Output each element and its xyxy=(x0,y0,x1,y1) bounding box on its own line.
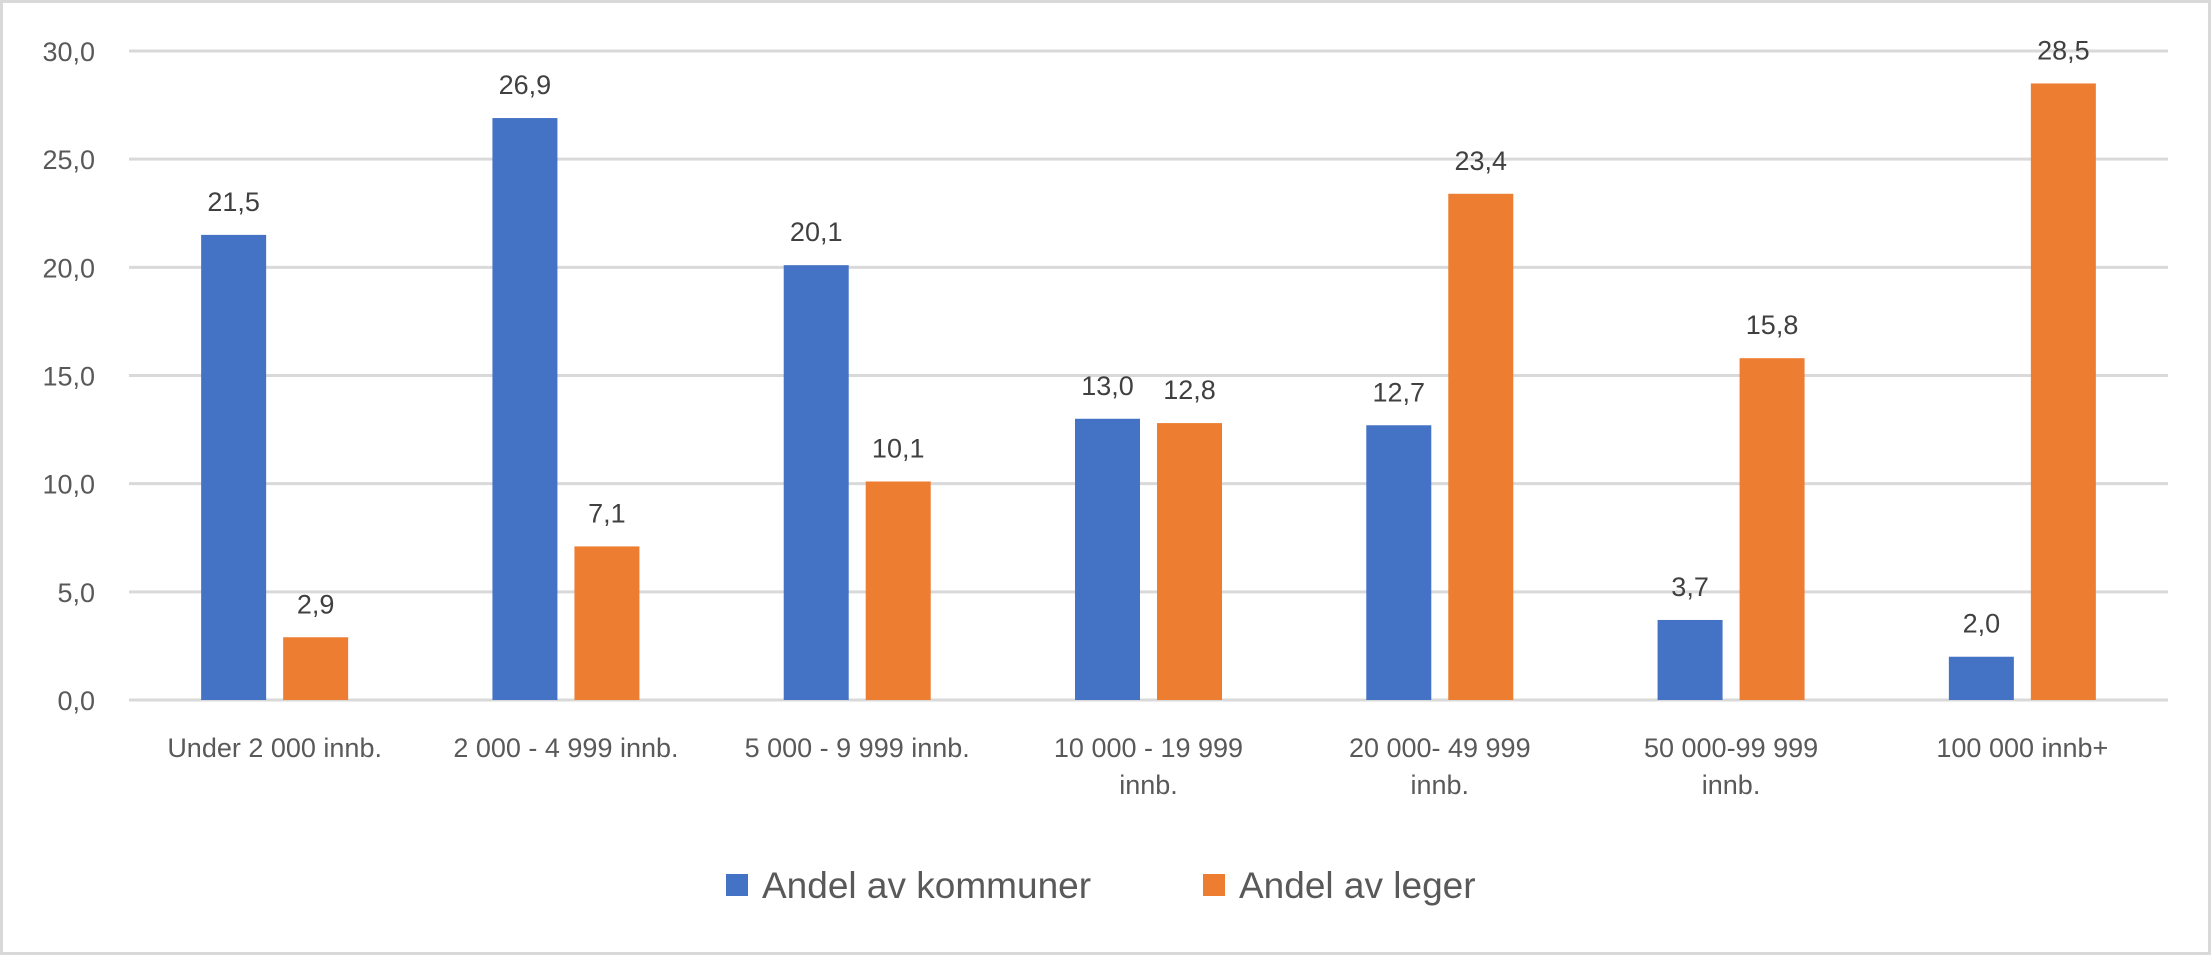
data-label: 10,1 xyxy=(872,434,925,464)
data-label: 15,8 xyxy=(1746,310,1799,340)
bar-kommuner xyxy=(492,118,558,700)
data-label: 2,0 xyxy=(1963,609,2001,639)
x-tick-label: 5 000 - 9 999 innb. xyxy=(745,733,970,763)
data-label: 28,5 xyxy=(2037,35,2090,65)
data-label: 12,8 xyxy=(1163,375,1216,405)
data-label: 12,7 xyxy=(1373,377,1426,407)
bar-kommuner xyxy=(1657,619,1723,700)
data-label: 20,1 xyxy=(790,217,843,247)
x-tick-label: 10 000 - 19 999 xyxy=(1054,733,1243,763)
bar-leger xyxy=(574,546,640,700)
x-tick-label: 20 000- 49 999 xyxy=(1349,733,1531,763)
legend-label: Andel av leger xyxy=(1239,865,1476,906)
y-tick-label: 20,0 xyxy=(42,253,95,283)
y-tick-label: 25,0 xyxy=(42,145,95,175)
y-tick-label: 5,0 xyxy=(57,578,95,608)
data-label: 3,7 xyxy=(1671,572,1709,602)
x-tick-label: innb. xyxy=(1411,770,1470,800)
bar-leger xyxy=(1739,358,1805,700)
x-tick-label: innb. xyxy=(1119,770,1178,800)
data-label: 13,0 xyxy=(1081,371,1134,401)
y-tick-label: 10,0 xyxy=(42,470,95,500)
bar-kommuner xyxy=(1075,418,1140,700)
y-tick-label: 30,0 xyxy=(42,37,95,67)
y-tick-label: 15,0 xyxy=(42,362,95,392)
data-label: 21,5 xyxy=(207,187,260,217)
legend-item: Andel av leger xyxy=(1203,865,1476,906)
x-tick-label: 2 000 - 4 999 innb. xyxy=(453,733,678,763)
x-tick-label: 100 000 innb+ xyxy=(1936,733,2108,763)
bar-kommuner xyxy=(201,234,267,700)
x-tick-label: innb. xyxy=(1702,770,1761,800)
data-label: 26,9 xyxy=(499,70,552,100)
x-tick-label: 50 000-99 999 xyxy=(1644,733,1818,763)
legend-swatch xyxy=(1203,874,1225,896)
bar-leger xyxy=(2030,83,2096,700)
data-label: 2,9 xyxy=(297,589,335,619)
bar-kommuner xyxy=(1366,425,1432,700)
legend-swatch xyxy=(726,874,748,896)
bar-leger xyxy=(865,481,931,700)
bar-leger xyxy=(283,637,349,700)
x-tick-label: Under 2 000 innb. xyxy=(167,733,382,763)
data-label: 23,4 xyxy=(1455,146,1508,176)
y-tick-label: 0,0 xyxy=(57,686,95,716)
data-label: 7,1 xyxy=(588,498,626,528)
bar-kommuner xyxy=(1948,656,2014,700)
bar-kommuner xyxy=(783,265,849,700)
legend-item: Andel av kommuner xyxy=(726,865,1091,906)
bar-leger xyxy=(1448,193,1514,700)
legend-label: Andel av kommuner xyxy=(762,865,1091,906)
bar-leger xyxy=(1157,423,1222,700)
